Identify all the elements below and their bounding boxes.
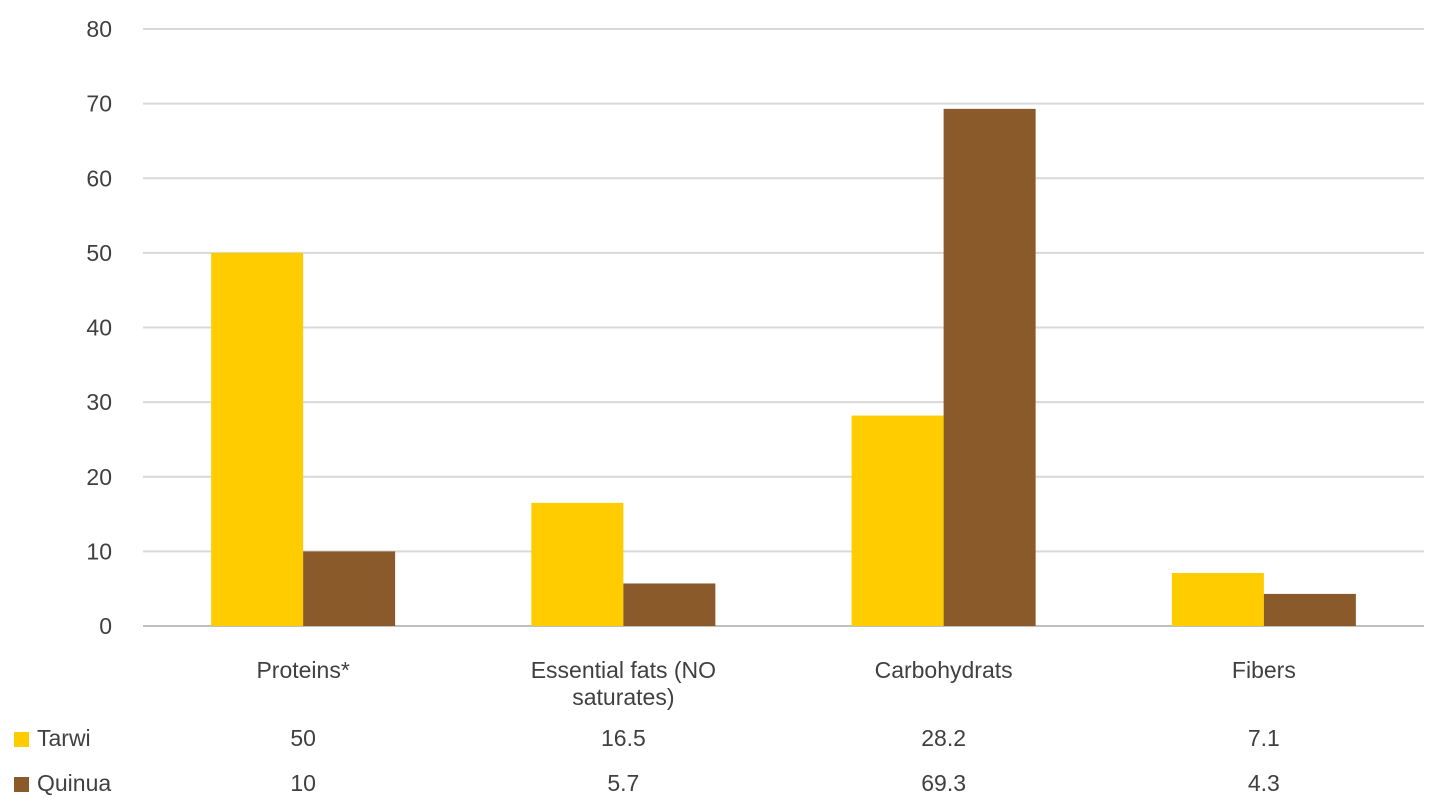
bar-quinua-1 [303, 551, 396, 626]
bar-tarwi-3 [851, 415, 944, 626]
data-table-value: 5.7 [607, 770, 639, 796]
gridlines [143, 28, 1424, 627]
data-table-value: 4.3 [1248, 770, 1280, 796]
data-table-value: 16.5 [601, 725, 646, 751]
data-table-value: 50 [290, 725, 316, 751]
y-tick-label: 70 [86, 91, 112, 117]
y-tick-label: 10 [86, 538, 112, 564]
data-table-value: 69.3 [921, 770, 966, 796]
category-label-line: Proteins* [256, 657, 349, 683]
bar-tarwi-2 [531, 502, 624, 626]
bar-quinua-2 [623, 583, 716, 626]
category-label-line: Carbohydrats [875, 657, 1013, 683]
legend-swatch-tarwi [14, 732, 29, 747]
y-tick-label: 20 [86, 464, 112, 490]
y-tick-label: 50 [86, 240, 112, 266]
legend-swatch-quinua [14, 777, 29, 792]
y-tick-label: 60 [86, 165, 112, 191]
bar-quinua-4 [1263, 593, 1356, 626]
bar-quinua-3 [943, 108, 1036, 626]
y-tick-label: 40 [86, 315, 112, 341]
data-table-value: 10 [290, 770, 316, 796]
data-table: Tarwi 50 16.5 28.2 7.1 Quinua 10 5.7 69.3 4.3 [14, 725, 1280, 796]
legend-label-tarwi: Tarwi [37, 725, 91, 751]
y-tick-label: 80 [86, 16, 112, 42]
category-label-line: Essential fats (NO [531, 657, 716, 683]
data-table-value: 28.2 [921, 725, 966, 751]
y-tick-label: 30 [86, 389, 112, 415]
category-label: Carbohydrats [875, 657, 1013, 683]
category-label: Essential fats (NO saturates) [531, 657, 716, 710]
category-label-line: saturates) [572, 684, 674, 710]
category-label: Fibers [1232, 657, 1296, 683]
category-label: Proteins* [256, 657, 349, 683]
y-axis-ticks: 0 10 20 30 40 50 60 70 80 [86, 16, 112, 639]
bar-tarwi-4 [1171, 573, 1264, 626]
bars [211, 108, 1356, 626]
category-label-line: Fibers [1232, 657, 1296, 683]
bar-tarwi-1 [211, 252, 304, 626]
y-tick-label: 0 [99, 613, 112, 639]
legend-label-quinua: Quinua [37, 770, 111, 796]
data-table-value: 7.1 [1248, 725, 1280, 751]
category-labels: Proteins* Essential fats (NO saturates) Car… [256, 657, 1295, 710]
